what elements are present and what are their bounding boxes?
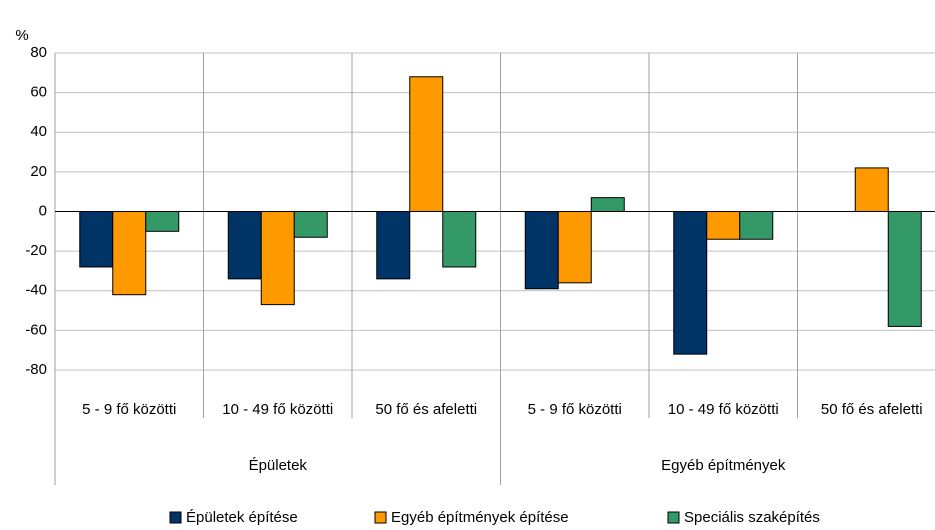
legend-label: Épületek építése <box>186 509 298 526</box>
legend-label: Egyéb építmények építése <box>391 509 569 526</box>
bar <box>673 211 708 355</box>
bar <box>590 197 625 213</box>
y-tick-label: -40 <box>25 282 47 299</box>
x-tick-label: 10 - 49 fő közötti <box>668 401 779 418</box>
y-tick-label: 20 <box>30 163 47 180</box>
bar <box>376 211 411 280</box>
bar <box>706 211 741 240</box>
bar <box>260 211 295 306</box>
bar <box>442 211 477 268</box>
bar <box>293 211 328 238</box>
x-tick-label: 10 - 49 fő közötti <box>222 401 333 418</box>
x-tick-label: 50 fő és afeletti <box>821 401 923 418</box>
bar <box>409 76 444 213</box>
bar <box>739 211 774 240</box>
y-tick-label: 40 <box>30 123 47 140</box>
bar <box>524 211 559 290</box>
legend-swatch <box>374 511 387 524</box>
y-tick-label: -80 <box>25 361 47 378</box>
y-tick-label: -20 <box>25 242 47 259</box>
group-label: Egyéb építmények <box>661 457 786 474</box>
legend-label: Speciális szaképítés <box>684 509 820 526</box>
x-tick-label: 5 - 9 fő közötti <box>528 401 622 418</box>
bar <box>145 211 180 232</box>
bar <box>887 211 922 327</box>
bar <box>854 167 889 213</box>
y-tick-label: 60 <box>30 84 47 101</box>
bar <box>227 211 262 280</box>
bar <box>112 211 147 296</box>
legend-swatch <box>667 511 680 524</box>
group-label: Épületek <box>249 457 308 474</box>
y-axis-label: % <box>15 27 28 44</box>
bar <box>557 211 592 284</box>
x-tick-label: 50 fő és afeletti <box>375 401 477 418</box>
x-tick-label: 5 - 9 fő közötti <box>82 401 176 418</box>
y-tick-label: 0 <box>39 202 47 219</box>
legend-swatch <box>169 511 182 524</box>
bar <box>79 211 114 268</box>
y-tick-label: -60 <box>25 321 47 338</box>
y-tick-label: 80 <box>30 44 47 61</box>
